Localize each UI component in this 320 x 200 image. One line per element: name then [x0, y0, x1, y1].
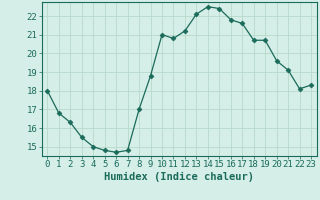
X-axis label: Humidex (Indice chaleur): Humidex (Indice chaleur) [104, 172, 254, 182]
